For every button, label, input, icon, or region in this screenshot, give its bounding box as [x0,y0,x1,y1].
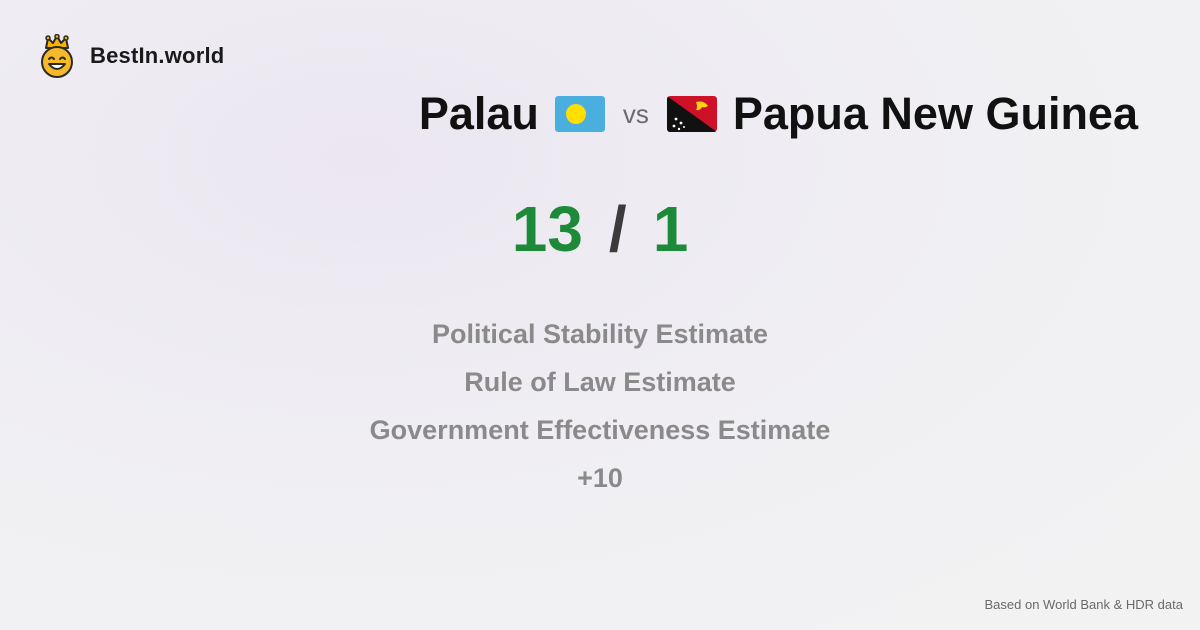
score-b: 1 [652,193,689,265]
metric-item: Government Effectiveness Estimate [369,415,831,445]
metric-item: Rule of Law Estimate [464,367,736,397]
data-source-note: Based on World Bank & HDR data [984,597,1183,612]
score-a: 13 [511,193,583,265]
brand[interactable]: BestIn.world [38,34,224,78]
brand-name: BestIn.world [90,43,225,68]
comparison-title: Palau vs Papua New Guinea [419,88,1138,140]
papua-new-guinea-flag-icon [666,96,717,132]
vs-label: vs [622,98,649,129]
country-a-name: Palau [418,88,539,139]
score-separator: / [608,193,627,265]
more-metrics-count: +10 [577,463,623,493]
metric-item: Political Stability Estimate [431,319,769,349]
crown-smiley-icon [41,34,73,78]
metrics-list: Political Stability Estimate Rule of Law… [0,314,1200,506]
country-b-name: Papua New Guinea [732,88,1138,139]
palau-flag-icon [554,96,605,132]
score: 13 / 1 [0,192,1200,266]
